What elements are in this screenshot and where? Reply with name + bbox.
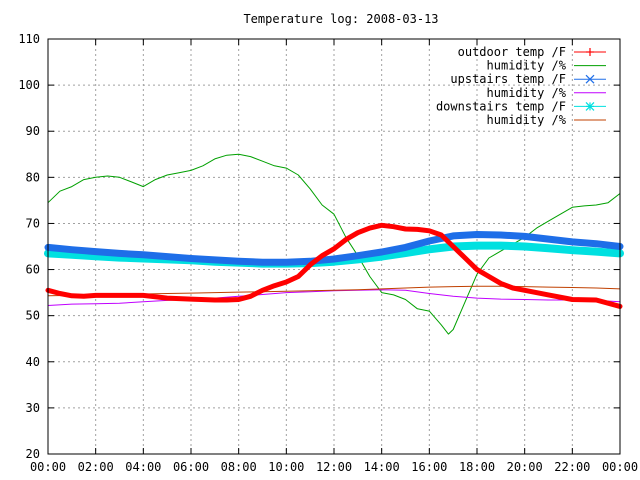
- y-axis-ticks: 20 30 40 50 60 70 80 90 100 110: [18, 32, 620, 461]
- x-tick-label: 00:00: [30, 460, 66, 474]
- x-tick-label: 18:00: [459, 460, 495, 474]
- y-tick-label: 100: [18, 78, 40, 92]
- x-tick-label: 04:00: [125, 460, 161, 474]
- y-tick-label: 50: [26, 309, 40, 323]
- x-tick-label: 16:00: [411, 460, 447, 474]
- x-axis-ticks: 00:00 02:00 04:00 06:00 08:00 10:00 12:00 14:00…: [30, 39, 638, 474]
- legend-label: outdoor temp /F: [458, 45, 566, 59]
- legend-label: humidity /%: [487, 113, 567, 127]
- legend-label: humidity /%: [487, 59, 567, 73]
- legend-label: upstairs temp /F: [450, 72, 566, 86]
- y-tick-label: 110: [18, 32, 40, 46]
- y-tick-label: 40: [26, 355, 40, 369]
- series-group: [44, 153, 624, 335]
- x-tick-label: 10:00: [268, 460, 304, 474]
- series-line-0-outdoor-temp-f: [45, 222, 623, 309]
- x-tick-label: 12:00: [316, 460, 352, 474]
- legend-label: downstairs temp /F: [436, 99, 566, 113]
- x-tick-label: 22:00: [554, 460, 590, 474]
- y-tick-label: 70: [26, 216, 40, 230]
- x-tick-label: 06:00: [173, 460, 209, 474]
- legend-marker: [585, 101, 595, 111]
- y-tick-label: 60: [26, 263, 40, 277]
- x-tick-label: 20:00: [507, 460, 543, 474]
- x-tick-label: 00:00: [602, 460, 638, 474]
- series-line-2-upstairs-temp-f: [44, 231, 624, 266]
- legend-marker: [586, 48, 594, 56]
- y-tick-label: 20: [26, 447, 40, 461]
- legend-marker: [585, 74, 595, 84]
- x-tick-label: 08:00: [221, 460, 257, 474]
- y-tick-label: 80: [26, 170, 40, 184]
- chart-title: Temperature log: 2008-03-13: [243, 12, 438, 26]
- y-tick-label: 30: [26, 401, 40, 415]
- legend-label: humidity /%: [487, 86, 567, 100]
- y-tick-label: 90: [26, 124, 40, 138]
- x-tick-label: 02:00: [78, 460, 114, 474]
- x-tick-label: 14:00: [364, 460, 400, 474]
- grid-lines: [48, 39, 620, 454]
